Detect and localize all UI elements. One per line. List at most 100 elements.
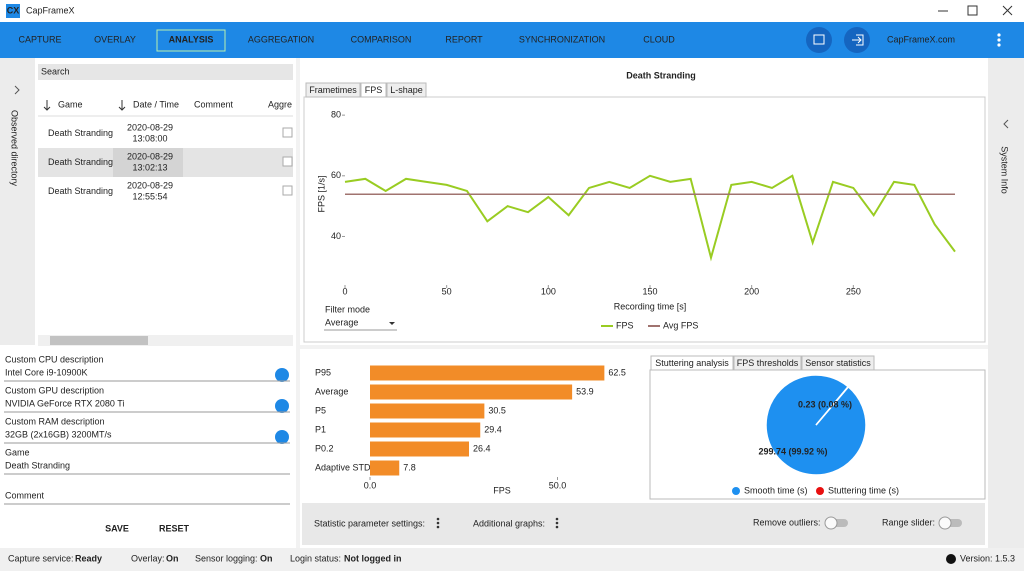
status-label: Sensor logging: — [195, 553, 258, 563]
bar — [370, 441, 469, 457]
field-label: Game — [5, 447, 30, 457]
value-label: 26.4 — [473, 443, 491, 453]
checkbox[interactable] — [282, 185, 293, 196]
y-tick-label: 60 — [331, 170, 341, 180]
field-value[interactable]: Death Stranding — [5, 460, 70, 470]
search[interactable]: Search — [41, 66, 70, 76]
value-label: 62.5 — [608, 367, 626, 377]
bar — [370, 365, 605, 381]
legend-label: Stuttering time (s) — [828, 485, 899, 495]
time-cell: 13:08:00 — [132, 133, 167, 143]
x-tick-label: 100 — [541, 286, 556, 296]
checkbox[interactable] — [282, 156, 293, 167]
window-title: CapFrameX — [26, 5, 75, 15]
left-strip[interactable] — [0, 58, 35, 345]
toggles[interactable] — [824, 516, 962, 530]
sort-arrow — [118, 100, 126, 111]
filter-label: Filter mode — [325, 304, 370, 314]
chart-tab-label: FPS — [365, 85, 383, 95]
chart-tab[interactable] — [305, 82, 361, 98]
expand-arrow — [14, 85, 20, 95]
stutter-tab[interactable] — [801, 355, 875, 371]
right-strip[interactable] — [988, 58, 1024, 548]
x-axis-label: Recording time [s] — [614, 301, 687, 311]
chart-tab[interactable] — [386, 82, 427, 98]
bar — [370, 384, 573, 400]
sort-arrow — [43, 100, 51, 111]
game-cell: Death Stranding — [48, 128, 113, 138]
bottom-bar — [302, 503, 985, 545]
screenshot-button[interactable] — [806, 27, 832, 53]
legend-swatch — [816, 487, 824, 495]
field-label: Comment — [5, 490, 45, 500]
maximize[interactable] — [967, 5, 978, 16]
brand: CapFrameX.com — [887, 34, 955, 44]
chart-tab[interactable] — [360, 82, 387, 98]
series-line — [344, 174, 956, 262]
slice-label: 0.23 (0.08 %) — [798, 399, 852, 409]
nav-tab[interactable]: COMPARISON — [351, 34, 412, 44]
status-label: Capture service: — [8, 553, 74, 563]
x-tick-label: 0.0 — [364, 480, 377, 490]
stutter-tab[interactable] — [733, 355, 802, 371]
side-label: Observed directory — [10, 110, 20, 187]
legend-swatch — [732, 487, 740, 495]
search-box[interactable] — [38, 64, 293, 80]
column-header[interactable]: Comment — [194, 99, 234, 109]
icon — [813, 34, 825, 45]
bar — [370, 403, 485, 419]
menu-dots[interactable] — [997, 33, 1001, 47]
app-icon-label: CX — [7, 5, 20, 15]
field-value[interactable]: 32GB (2x16GB) 3200MT/s — [5, 429, 112, 439]
legend-label: FPS — [616, 320, 634, 330]
nav-tab[interactable]: OVERLAY — [94, 34, 136, 44]
x-axis-label: FPS — [493, 485, 511, 495]
date-cell: 2020-08-29 — [127, 151, 173, 161]
info-panel — [0, 350, 296, 546]
nav-tab[interactable]: SYNCHRONIZATION — [519, 34, 605, 44]
menu-label[interactable]: Statistic parameter settings: — [314, 518, 425, 528]
nav-tab[interactable]: AGGREGATION — [248, 34, 314, 44]
filter-value[interactable]: Average — [325, 317, 358, 327]
scroll-thumb[interactable] — [50, 336, 148, 345]
field-label: Custom GPU description — [5, 385, 104, 395]
refresh-icons[interactable] — [275, 368, 289, 444]
legend-label: Smooth time (s) — [744, 485, 808, 495]
scrollbar[interactable] — [38, 335, 293, 346]
value-label: 53.9 — [576, 386, 594, 396]
plot-frame — [303, 96, 986, 343]
status-value: Not logged in — [344, 553, 402, 563]
x-tick-label: 50.0 — [549, 480, 567, 490]
category-label: Average — [315, 386, 348, 396]
button[interactable]: SAVE — [105, 523, 129, 533]
field-value[interactable]: Intel Core i9-10900K — [5, 367, 88, 377]
nav-tab[interactable]: REPORT — [445, 34, 483, 44]
nav-tab[interactable]: CLOUD — [643, 34, 675, 44]
icon — [852, 34, 864, 46]
field-label: Custom RAM description — [5, 416, 105, 426]
stutter-tab[interactable] — [650, 355, 734, 371]
chart-tab-label: L-shape — [390, 85, 423, 95]
toggle-label: Remove outliers: — [753, 517, 821, 527]
field-label: Custom CPU description — [5, 354, 104, 364]
category-label: P1 — [315, 424, 326, 434]
x-tick-label: 250 — [846, 286, 861, 296]
toggle-label: Range slider: — [882, 517, 935, 527]
expand-arrow — [1003, 119, 1009, 129]
close[interactable] — [1002, 5, 1013, 16]
column-header[interactable]: Game — [58, 99, 83, 109]
x-tick-label: 50 — [442, 286, 452, 296]
x-tick-label: 0 — [342, 286, 347, 296]
category-label: Adaptive STDEV — [315, 462, 383, 472]
column-header[interactable]: Date / Time — [133, 99, 179, 109]
nav-tab[interactable]: ANALYSIS — [169, 34, 214, 44]
button[interactable]: RESET — [159, 523, 190, 533]
menu-label[interactable]: Additional graphs: — [473, 518, 545, 528]
field-value[interactable]: NVIDIA GeForce RTX 2080 Ti — [5, 398, 124, 408]
dropdown-arrow — [389, 322, 395, 325]
nav-tab[interactable]: CAPTURE — [18, 34, 61, 44]
checkbox[interactable] — [282, 127, 293, 138]
column-header[interactable]: Aggre — [268, 99, 292, 109]
value-label: 7.8 — [403, 462, 416, 472]
dots[interactable] — [436, 517, 559, 529]
